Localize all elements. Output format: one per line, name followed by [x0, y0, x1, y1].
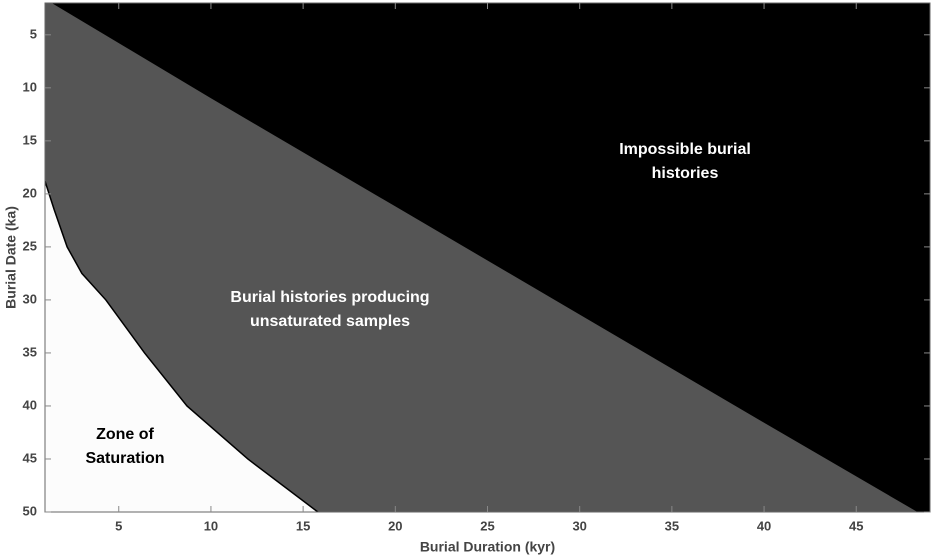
x-tick-label: 40: [757, 518, 771, 533]
x-tick-label: 35: [665, 518, 679, 533]
x-tick-label: 10: [204, 518, 218, 533]
y-tick-label: 5: [30, 26, 37, 41]
x-tick-label: 45: [849, 518, 863, 533]
y-tick-label: 20: [23, 185, 37, 200]
annotation: unsaturated samples: [250, 313, 410, 330]
x-tick-label: 30: [572, 518, 586, 533]
x-tick-label: 25: [480, 518, 494, 533]
y-tick-label: 45: [23, 450, 37, 465]
y-tick-label: 40: [23, 397, 37, 412]
annotation: Zone of: [96, 426, 154, 443]
x-tick-label: 15: [296, 518, 310, 533]
x-axis-title: Burial Duration (kyr): [420, 539, 555, 555]
y-tick-label: 35: [23, 344, 37, 359]
x-tick-label: 20: [388, 518, 402, 533]
y-tick-label: 10: [23, 79, 37, 94]
annotation: Impossible burial: [619, 141, 751, 158]
annotation: Saturation: [85, 450, 164, 467]
y-tick-label: 50: [23, 503, 37, 518]
annotation: histories: [652, 165, 719, 182]
y-tick-label: 30: [23, 291, 37, 306]
region: [45, 181, 318, 512]
y-tick-label: 25: [23, 238, 37, 253]
x-tick-label: 5: [115, 518, 122, 533]
boundary-line: [52, 3, 920, 512]
annotation: Burial histories producing: [230, 289, 429, 306]
y-tick-label: 15: [23, 132, 37, 147]
y-axis-title: Burial Date (ka): [3, 206, 19, 309]
boundary-line: [45, 180, 319, 512]
